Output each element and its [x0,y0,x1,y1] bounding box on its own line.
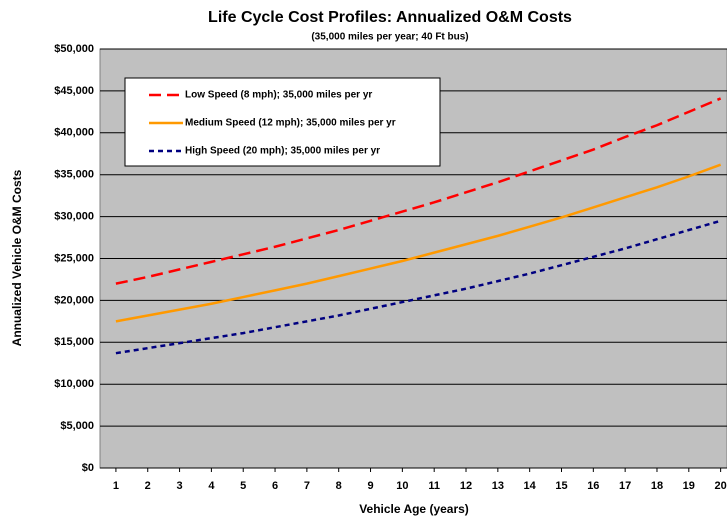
chart-subtitle: (35,000 miles per year; 40 Ft bus) [311,32,468,43]
x-tick-label: 19 [683,480,695,492]
y-tick-label: $15,000 [54,336,94,348]
x-tick-label: 18 [651,480,663,492]
x-tick-label: 4 [208,480,215,492]
y-tick-label: $45,000 [54,85,94,97]
x-tick-label: 3 [177,480,183,492]
series-line [115,163,722,323]
x-tick-label: 1 [113,480,119,492]
legend-label: Medium Speed (12 mph); 35,000 miles per … [185,118,396,129]
y-tick-label: $50,000 [54,43,94,55]
x-tick-label: 7 [304,480,310,492]
legend-label: High Speed (20 mph); 35,000 miles per yr [185,146,380,157]
y-tick-label: $35,000 [54,169,94,181]
x-tick-label: 6 [272,480,278,492]
x-axis-label: Vehicle Age (years) [359,502,469,516]
x-tick-label: 11 [428,480,440,492]
x-tick-label: 14 [524,480,537,492]
x-tick-label: 15 [555,480,567,492]
series-line [115,219,721,355]
y-tick-label: $30,000 [54,211,94,223]
x-tick-label: 2 [145,480,151,492]
y-tick-label: $20,000 [54,294,94,306]
x-tick-label: 9 [367,480,373,492]
x-tick-label: 17 [619,480,631,492]
legend-label: Low Speed (8 mph); 35,000 miles per yr [185,90,372,101]
x-tick-label: 10 [396,480,408,492]
series-line [115,97,722,285]
x-tick-label: 20 [715,480,727,492]
x-tick-label: 8 [336,480,342,492]
x-tick-label: 5 [240,480,246,492]
chart-title: Life Cycle Cost Profiles: Annualized O&M… [208,9,572,26]
x-tick-label: 12 [460,480,472,492]
x-tick-label: 16 [587,480,599,492]
y-tick-label: $40,000 [54,127,94,139]
y-tick-label: $5,000 [60,420,94,432]
x-tick-label: 13 [492,480,504,492]
y-axis-label: Annualized Vehicle O&M Costs [10,169,24,346]
y-tick-label: $25,000 [54,252,94,264]
y-tick-label: $10,000 [54,378,94,390]
legend: Low Speed (8 mph); 35,000 miles per yr Me… [124,77,441,167]
y-tick-label: $0 [82,462,94,474]
